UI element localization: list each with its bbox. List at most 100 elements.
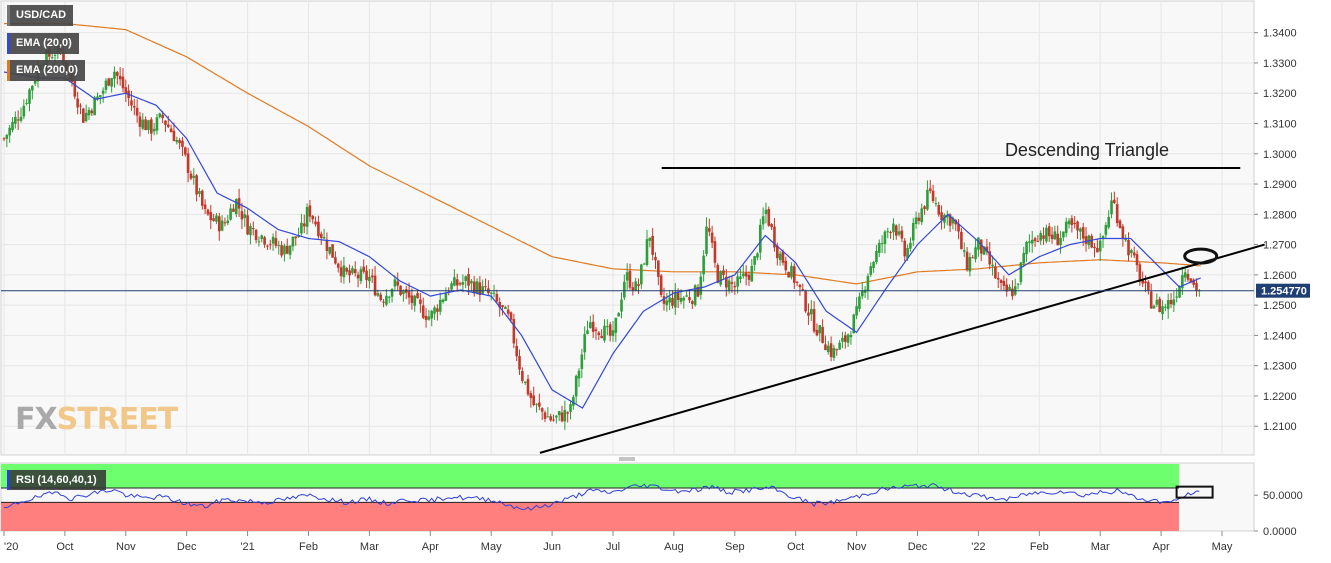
candle-body (603, 325, 606, 341)
candle-body (192, 175, 196, 178)
rsi-y-tick-label: 50.0000 (1263, 490, 1303, 502)
candle-body (424, 315, 428, 320)
candle-body (25, 102, 28, 104)
candle-body (359, 269, 363, 282)
candle-body (73, 80, 77, 97)
candle-body (911, 222, 915, 241)
candle-body (758, 224, 762, 253)
candle-body (988, 251, 992, 265)
candle-body (691, 301, 694, 304)
candle-body (206, 209, 210, 215)
price-y-tick-label: 1.3300 (1263, 58, 1297, 70)
candle-body (741, 273, 745, 277)
legend-ema20[interactable]: EMA (20,0) (7, 33, 79, 54)
candle-body (869, 266, 873, 275)
legend-ema200[interactable]: EMA (200,0) (7, 60, 85, 81)
candle-body (523, 381, 527, 383)
candle-body (189, 173, 193, 179)
candle-body (1155, 299, 1159, 305)
candle-body (532, 395, 535, 406)
pane-resize-handle[interactable] (617, 456, 637, 462)
candle-body (16, 119, 20, 121)
candle-body (1118, 220, 1122, 228)
candle-body (1030, 239, 1034, 244)
candle-body (875, 250, 878, 263)
candle-body (220, 220, 224, 231)
rsi-highlight-box (1175, 485, 1214, 499)
price-y-tick-label: 1.2300 (1263, 361, 1297, 373)
candle-body (515, 345, 518, 357)
candle-body (889, 232, 892, 234)
candle-body (634, 281, 637, 291)
candle-body (455, 279, 459, 286)
x-axis-tick-label: Apr (422, 541, 439, 553)
candle-body (99, 95, 102, 97)
candle-body (877, 242, 881, 253)
candle-body (843, 335, 847, 342)
candle-body (897, 231, 901, 235)
candle-body (195, 175, 198, 195)
candle-body (753, 256, 756, 265)
candle-body (583, 334, 586, 353)
candle-body (478, 282, 482, 296)
candle-body (441, 299, 445, 302)
candle-body (107, 78, 111, 86)
x-axis-tick-label: Sep (725, 541, 745, 553)
candle-body (416, 293, 419, 299)
candle-body (419, 299, 422, 304)
candle-body (266, 245, 269, 247)
candle-body (291, 236, 295, 247)
candles-layer (2, 34, 1201, 430)
candle-body (1005, 284, 1009, 292)
rsi-line (3, 483, 1200, 511)
candle-body (552, 419, 555, 421)
legend-symbol[interactable]: USD/CAD (7, 5, 74, 26)
rsi-upper-zone (1, 464, 1179, 489)
price-y-tick-label: 1.2600 (1263, 270, 1297, 282)
candle-body (8, 127, 11, 136)
candle-body (492, 292, 496, 294)
candle-body (314, 221, 317, 225)
ema20-layer (3, 71, 1201, 409)
candle-body (345, 268, 349, 272)
candle-body (971, 257, 975, 259)
candle-body (1127, 239, 1130, 256)
candle-body (974, 247, 977, 260)
candle-body (1036, 240, 1040, 242)
candle-body (461, 282, 465, 285)
candle-body (251, 228, 255, 230)
x-axis-tick-label: Nov (116, 541, 136, 553)
candle-body (546, 416, 550, 418)
highlight-ellipse (1183, 247, 1219, 265)
candle-body (770, 224, 773, 228)
candle-body (549, 416, 552, 421)
candle-body (951, 217, 955, 224)
candle-body (804, 291, 807, 312)
candle-body (396, 281, 400, 286)
candle-body (215, 215, 218, 222)
candle-body (249, 226, 252, 236)
candle-body (90, 110, 94, 114)
candle-body (342, 265, 346, 278)
candle-body (1016, 283, 1020, 285)
candle-body (370, 275, 374, 278)
candle-body (982, 246, 986, 255)
candle-body (1084, 236, 1088, 244)
candle-body (994, 266, 997, 279)
legend-rsi[interactable]: RSI (14,60,40,1) (7, 470, 106, 490)
candle-body (560, 412, 564, 422)
candle-body (996, 277, 1000, 280)
candle-body (543, 412, 547, 419)
trendline-support (539, 243, 1265, 454)
candle-body (504, 306, 507, 309)
candle-body (860, 290, 864, 297)
x-axis-tick-label: May (1212, 541, 1233, 553)
candle-body (31, 85, 34, 91)
candle-body (991, 264, 994, 267)
candle-body (226, 220, 230, 224)
price-y-tick-label: 1.3100 (1263, 118, 1297, 130)
candle-body (319, 233, 323, 238)
fxstreet-logo: FXSTREET (15, 402, 178, 437)
legend-ema200-swatch (7, 60, 10, 81)
candle-body (328, 246, 332, 254)
